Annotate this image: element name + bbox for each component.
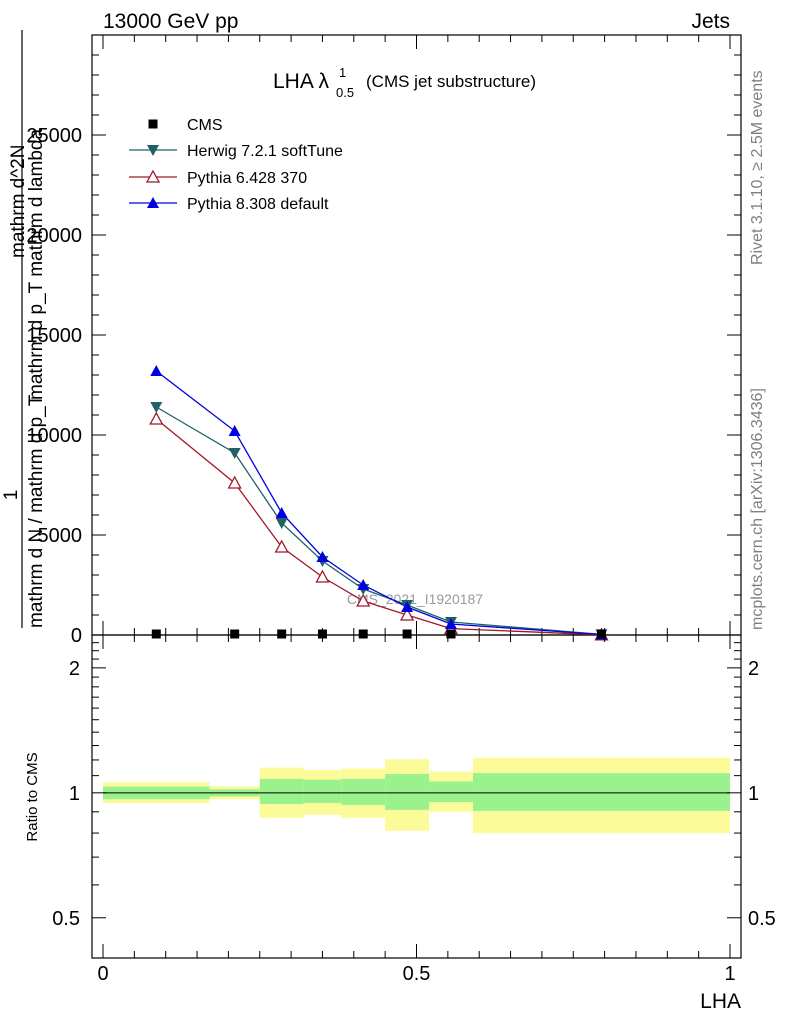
data-point-cms — [596, 629, 606, 639]
data-point-herwig — [275, 518, 288, 529]
main-y-tick-label: 25000 — [26, 125, 82, 147]
main-y-axis-title: 1 mathrm d N / mathrm d p_T mathrm d^2N … — [1, 30, 47, 628]
series-line-pythia8 — [155, 370, 602, 636]
data-point-herwig — [150, 402, 163, 413]
legend-label-herwig: Herwig 7.2.1 softTune — [187, 143, 343, 160]
plot-title-main: LHA λ — [273, 70, 330, 93]
ratio-x-tick-label: 0 — [97, 963, 108, 985]
ratio-bands — [103, 757, 730, 834]
main-y-tick-label: 15000 — [26, 325, 82, 347]
ratio-band-inner — [341, 778, 386, 805]
main-y-tick-label: 5000 — [38, 525, 83, 547]
data-point-pythia8 — [275, 507, 288, 518]
data-point-pythia8 — [444, 618, 457, 629]
legend-marker-pythia8 — [147, 197, 159, 208]
legend-marker-herwig — [147, 145, 159, 156]
data-point-pythia8 — [228, 425, 241, 436]
ratio-band-inner — [429, 781, 473, 803]
data-point-pythia6 — [149, 411, 164, 425]
data-point-cms — [151, 629, 161, 639]
data-point-pythia8 — [401, 601, 414, 612]
data-point-cms — [446, 629, 456, 639]
data-point-cms — [317, 629, 327, 639]
data-point-pythia8 — [150, 365, 163, 376]
plot-title: LHA λ 1 0.5 (CMS jet substructure) — [273, 65, 536, 100]
legend-label-pythia8: Pythia 8.308 default — [187, 196, 329, 213]
ratio-y-tick-label-right: 0.5 — [748, 908, 776, 930]
data-point-pythia6 — [315, 569, 330, 583]
legend-marker-cms — [148, 119, 158, 129]
mcplots-label: mcplots.cern.ch [arXiv:1306.3436] — [749, 388, 766, 630]
data-point-cms — [230, 629, 240, 639]
data-point-pythia6 — [400, 607, 415, 621]
plot-title-sup: 1 — [339, 65, 346, 80]
ratio-y-tick-label: 2 — [69, 658, 80, 680]
data-point-cms — [402, 629, 412, 639]
series-line-herwig — [155, 406, 602, 636]
main-y-tick-label: 20000 — [26, 225, 82, 247]
main-y-tick-label: 0 — [71, 625, 82, 647]
plot-title-note: (CMS jet substructure) — [366, 72, 536, 91]
data-point-pythia6 — [274, 539, 289, 553]
ratio-x-tick-label: 1 — [724, 963, 735, 985]
y-title-numerator-1: 1 — [1, 490, 22, 501]
main-y-axis: 0 5000 10000 15000 20000 25000 — [26, 54, 741, 647]
ratio-y-axis-title: Ratio to CMS — [24, 752, 41, 841]
legend: CMS Herwig 7.2.1 softTune Pythia 6.428 370… — [129, 117, 343, 213]
rivet-version-label: Rivet 3.1.10, ≥ 2.5M events — [749, 70, 766, 265]
y-title-denominator-1: mathrm d N / mathrm d p_T — [26, 394, 47, 628]
legend-marker-pythia6 — [145, 169, 161, 183]
series-layer — [149, 365, 609, 641]
x-axis-title: LHA — [700, 990, 741, 1013]
ratio-x-axis: 0 0.5 1 — [97, 635, 736, 985]
energy-label: 13000 GeV pp — [103, 10, 238, 33]
ratio-x-tick-label: 0.5 — [403, 963, 431, 985]
process-label: Jets — [691, 10, 730, 33]
ratio-y-tick-label: 1 — [69, 783, 80, 805]
ratio-band-inner — [385, 774, 430, 810]
ratio-band-inner — [303, 779, 342, 804]
data-point-pythia6 — [227, 475, 242, 489]
ratio-band-inner — [259, 778, 304, 804]
ratio-band-inner — [472, 773, 730, 811]
y-title-numerator-2: mathrm d^2N — [8, 145, 29, 258]
legend-label-cms: CMS — [187, 117, 223, 134]
data-point-pythia6 — [356, 593, 371, 607]
data-point-pythia8 — [357, 579, 370, 590]
legend-label-pythia6: Pythia 6.428 370 — [187, 170, 307, 187]
plot-title-sub: 0.5 — [336, 85, 354, 100]
ratio-y-tick-label-right: 2 — [748, 658, 759, 680]
data-point-pythia8 — [316, 551, 329, 562]
y-title-denominator-2: mathrm d p_T mathrm d lambda — [26, 129, 47, 400]
ratio-y-tick-label-right: 1 — [748, 783, 759, 805]
ratio-y-axis: 0.5 0.5 1 1 2 2 — [52, 642, 776, 930]
data-point-cms — [358, 629, 368, 639]
main-y-tick-label: 10000 — [26, 425, 82, 447]
data-point-herwig — [228, 448, 241, 459]
series-line-pythia6 — [155, 418, 602, 636]
ratio-y-tick-label: 0.5 — [52, 908, 80, 930]
data-point-cms — [277, 629, 287, 639]
